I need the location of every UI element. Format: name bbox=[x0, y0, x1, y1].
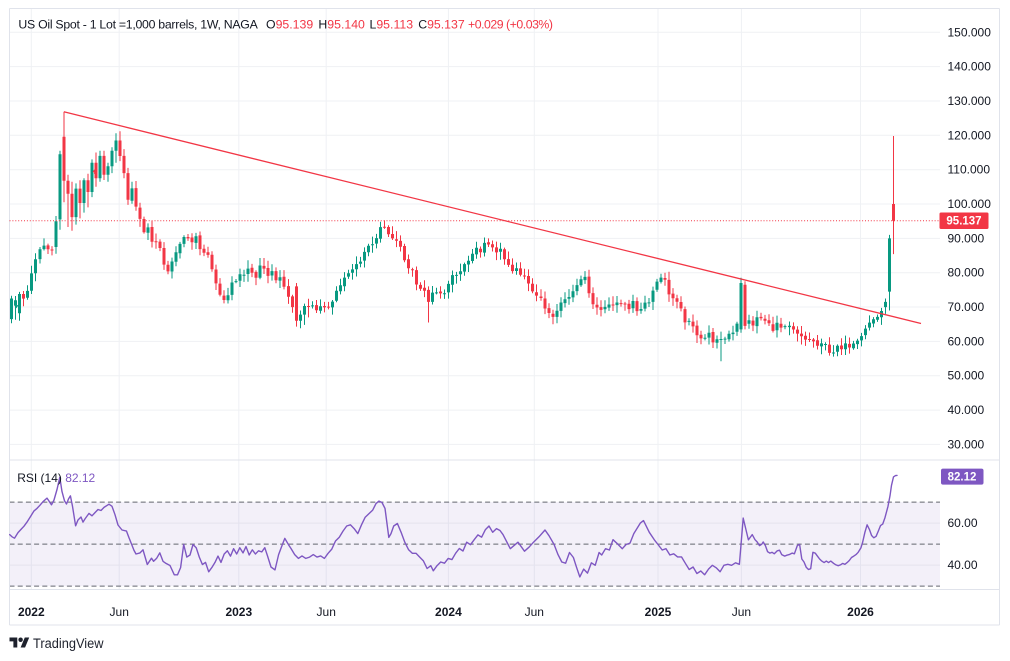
svg-text:100.000: 100.000 bbox=[948, 197, 992, 211]
svg-text:TradingView: TradingView bbox=[33, 636, 104, 652]
svg-text:50.000: 50.000 bbox=[948, 369, 985, 383]
svg-text:+0.029 (+0.03%): +0.029 (+0.03%) bbox=[468, 18, 553, 32]
svg-text:150.000: 150.000 bbox=[948, 25, 992, 39]
svg-text:95.137: 95.137 bbox=[946, 216, 981, 228]
svg-text:2026: 2026 bbox=[847, 605, 874, 619]
svg-text:82.12: 82.12 bbox=[948, 472, 977, 484]
svg-text:40.00: 40.00 bbox=[948, 558, 978, 572]
svg-text:2022: 2022 bbox=[18, 605, 45, 619]
svg-text:40.000: 40.000 bbox=[948, 403, 985, 417]
svg-text:60.00: 60.00 bbox=[948, 516, 978, 530]
svg-text:30.000: 30.000 bbox=[948, 437, 985, 451]
svg-text:80.000: 80.000 bbox=[948, 266, 985, 280]
svg-text:2023: 2023 bbox=[225, 605, 252, 619]
svg-text:90.000: 90.000 bbox=[948, 231, 985, 245]
svg-text:US Oil Spot - 1 Lot =1,000 bar: US Oil Spot - 1 Lot =1,000 barrels, 1W, … bbox=[18, 18, 258, 32]
svg-text:110.000: 110.000 bbox=[948, 163, 991, 177]
svg-text:O95.139: O95.139 bbox=[266, 18, 313, 32]
svg-text:RSI (14) 82.12: RSI (14) 82.12 bbox=[17, 471, 95, 485]
svg-text:C95.137: C95.137 bbox=[418, 18, 465, 32]
svg-text:H95.140: H95.140 bbox=[318, 18, 365, 32]
svg-text:Jun: Jun bbox=[317, 605, 336, 619]
svg-text:Jun: Jun bbox=[110, 605, 129, 619]
svg-text:Jun: Jun bbox=[525, 605, 544, 619]
svg-text:120.000: 120.000 bbox=[948, 128, 992, 142]
svg-text:Jun: Jun bbox=[732, 605, 751, 619]
svg-text:60.000: 60.000 bbox=[948, 334, 985, 348]
svg-text:2025: 2025 bbox=[645, 605, 672, 619]
svg-text:140.000: 140.000 bbox=[948, 60, 992, 74]
svg-text:130.000: 130.000 bbox=[948, 94, 992, 108]
svg-text:L95.113: L95.113 bbox=[370, 18, 414, 32]
svg-text:70.000: 70.000 bbox=[948, 300, 985, 314]
svg-text:2024: 2024 bbox=[435, 605, 462, 619]
